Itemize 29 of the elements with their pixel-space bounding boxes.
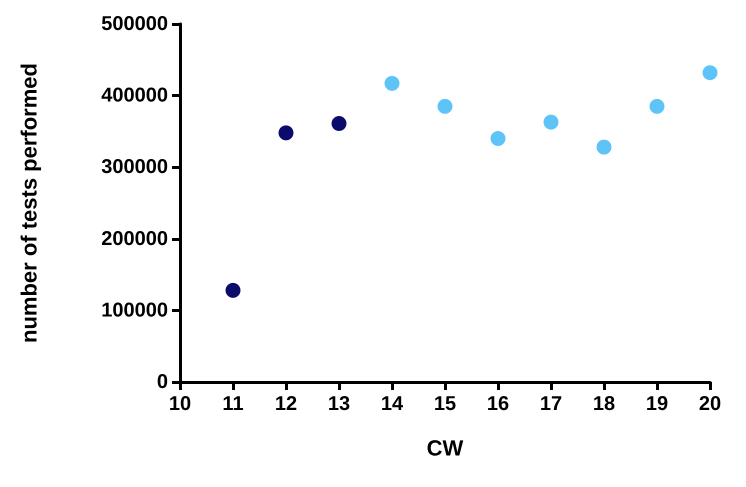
y-tick-label: 500000 [101, 13, 168, 35]
x-tick-label: 12 [274, 393, 298, 415]
point [702, 65, 718, 80]
y-tick-label: 400000 [101, 84, 168, 107]
x-axis-title: CW [426, 436, 464, 460]
x-tick-label: 19 [646, 393, 668, 415]
y-tick-label: 200000 [101, 228, 168, 250]
y-tick-label: 0 [156, 371, 168, 393]
point [384, 76, 400, 91]
x-tick-label: 13 [328, 393, 350, 415]
x-tick-label: 17 [540, 393, 562, 415]
point [438, 98, 452, 114]
point [544, 114, 558, 130]
point [650, 98, 664, 114]
x-tick-label: 10 [168, 393, 192, 415]
point [226, 282, 240, 298]
x-tick-label: 20 [698, 393, 722, 415]
y-tick-label: 300000 [101, 156, 168, 178]
point [596, 140, 612, 155]
point [490, 131, 506, 146]
y-axis-title: number of tests performed [16, 63, 42, 343]
x-tick-label: 11 [222, 393, 244, 415]
x-tick-label: 16 [486, 393, 510, 415]
x-tick-label: 18 [592, 393, 616, 415]
x-tick-label: 15 [434, 393, 456, 415]
point [332, 116, 346, 132]
point [278, 125, 294, 140]
x-tick-label: 14 [380, 393, 404, 415]
y-tick-label: 100000 [101, 299, 168, 322]
